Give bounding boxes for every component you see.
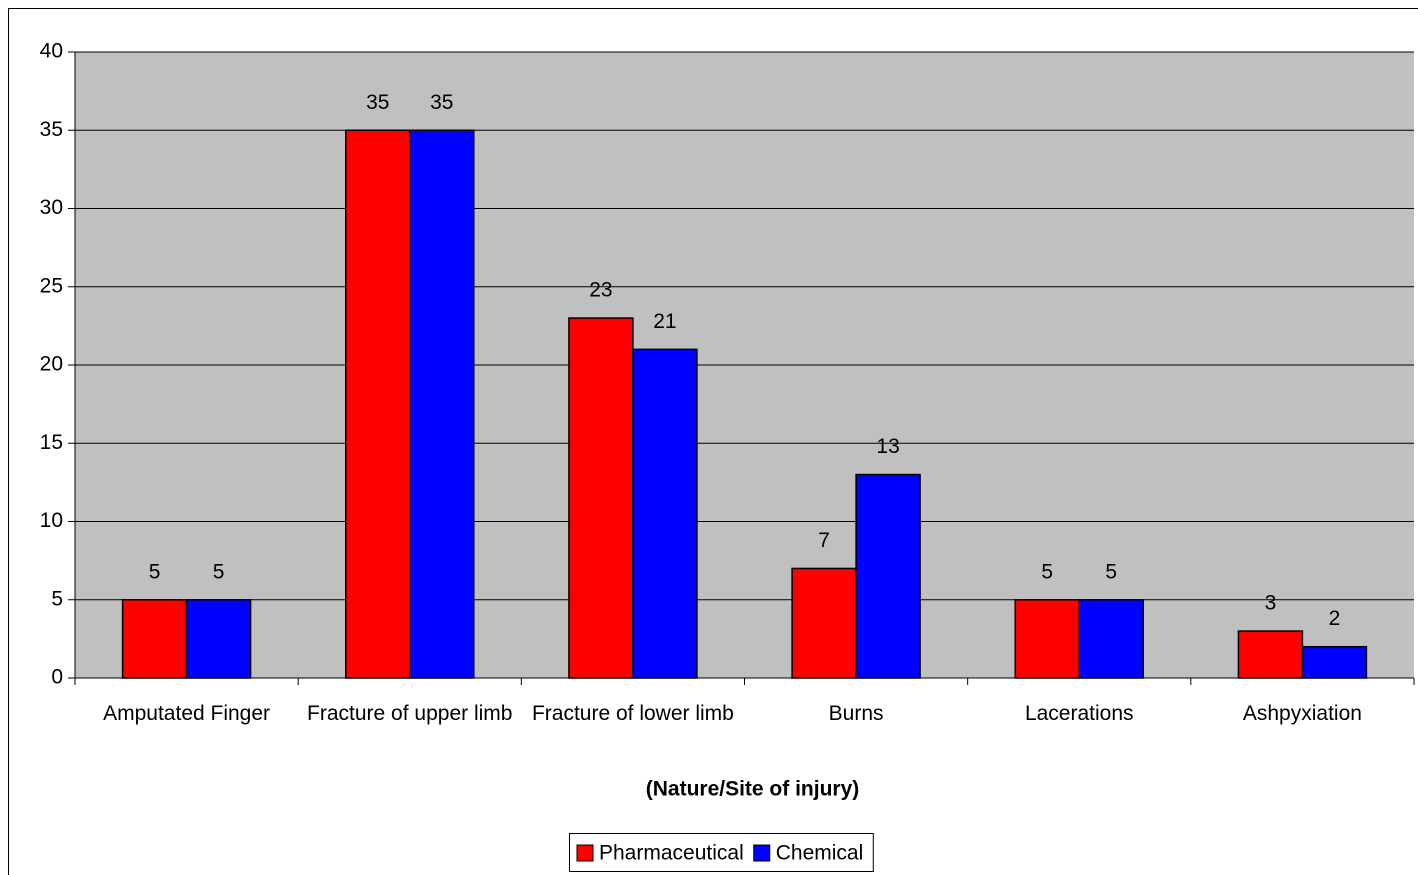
legend-box: [569, 833, 874, 872]
bar: [632, 348, 698, 679]
data-label: 5: [213, 560, 225, 583]
y-tick-label: 20: [40, 353, 63, 376]
bar: [345, 129, 411, 679]
bar: [185, 599, 252, 679]
data-label: 7: [818, 529, 830, 552]
x-tick-label: Burns: [828, 702, 884, 725]
data-label: 3: [1265, 592, 1277, 615]
legend-swatch: [753, 844, 771, 862]
bar: [121, 599, 188, 679]
x-tick-label: Fracture of upper limb: [307, 702, 513, 725]
y-tick-label: 5: [51, 587, 63, 610]
y-tick-label: 35: [40, 118, 63, 141]
y-tick-label: 10: [40, 509, 63, 532]
data-label: 5: [1041, 560, 1053, 583]
x-tick-label: Amputated Finger: [103, 702, 271, 725]
data-label: 23: [589, 279, 612, 302]
y-tick-label: 40: [40, 40, 63, 63]
bar: [1237, 630, 1304, 679]
data-label: 21: [653, 310, 676, 333]
x-tick-label: Lacerations: [1024, 702, 1134, 725]
y-tick-label: 15: [40, 431, 63, 454]
data-label: 5: [1105, 560, 1117, 583]
legend-label: Chemical: [776, 842, 864, 865]
bar: [1014, 599, 1080, 679]
bar: [409, 129, 475, 679]
data-label: 35: [366, 91, 389, 114]
bar: [1301, 645, 1368, 679]
x-tick-label: Fracture of lower limb: [531, 702, 734, 725]
legend-swatch: [576, 844, 594, 862]
bar: [568, 317, 634, 679]
bar: [1078, 599, 1144, 679]
bar: [855, 473, 921, 679]
y-tick-label: 25: [40, 274, 63, 297]
data-label: 35: [430, 91, 453, 114]
x-axis-title: (Nature/Site of injury): [646, 778, 860, 801]
data-label: 2: [1329, 607, 1341, 630]
data-label: 13: [876, 435, 899, 458]
data-label: 5: [149, 560, 161, 583]
legend-label: Pharmaceutical: [599, 842, 744, 865]
y-tick-label: 30: [40, 196, 63, 219]
chart-border: [8, 8, 1418, 875]
y-tick-label: 0: [51, 666, 63, 689]
bar: [791, 567, 857, 679]
x-tick-label: Ashpyxiation: [1242, 702, 1362, 725]
